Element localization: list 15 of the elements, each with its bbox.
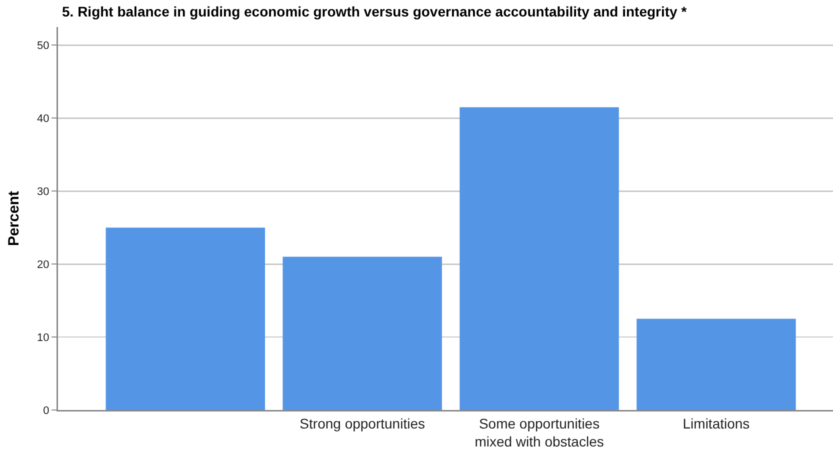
bar xyxy=(106,228,266,410)
x-tick-label: Strong opportunities xyxy=(300,415,425,432)
x-tick-label: Limitations xyxy=(682,415,750,432)
y-axis-title: Percent xyxy=(6,190,23,246)
x-tick-label: Some opportunities mixed with obstacles xyxy=(474,415,604,450)
bar xyxy=(636,318,796,410)
chart-title: 5. Right balance in guiding economic growth versus governance accountability and integrity * xyxy=(62,4,688,20)
bar xyxy=(282,256,442,410)
y-tick-label: 30 xyxy=(37,186,50,198)
bar xyxy=(460,107,619,410)
y-tick-label: 10 xyxy=(37,332,50,344)
y-tick-label: 50 xyxy=(37,40,50,52)
y-tick-label: 40 xyxy=(37,113,50,126)
y-tick-label: 0 xyxy=(43,404,50,417)
y-tick-label: 20 xyxy=(37,258,50,271)
